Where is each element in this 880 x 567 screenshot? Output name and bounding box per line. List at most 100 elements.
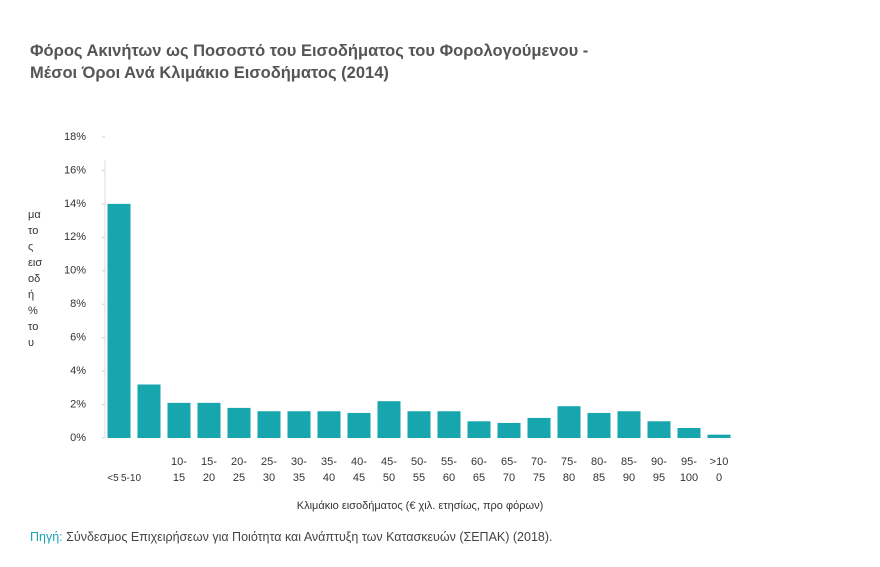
- x-axis-label: Κλιμάκιο εισοδήματος (€ χιλ. ετησίως, πρ…: [297, 500, 544, 512]
- x-tick-label-line: 90-: [651, 456, 667, 468]
- x-tick-label-line: 75: [533, 472, 545, 484]
- x-tick-label-line: 95: [653, 472, 665, 484]
- y-tick-label: 10%: [64, 265, 86, 277]
- bar: [347, 412, 371, 438]
- x-tick-label-line: 85-: [621, 456, 637, 468]
- x-tick-label-line: 25-: [261, 456, 277, 468]
- x-tick-label-line: 25: [233, 472, 245, 484]
- bar: [257, 411, 281, 438]
- bar: [317, 411, 341, 438]
- x-tick-label-line: 55: [413, 472, 425, 484]
- x-tick-label-line: 20-: [231, 456, 247, 468]
- x-tick-label-line: 100: [680, 472, 698, 484]
- x-tick-label-line: 50: [383, 472, 395, 484]
- bar: [677, 427, 701, 438]
- x-tick-label-line: 60-: [471, 456, 487, 468]
- x-tick-label: 50-55: [411, 456, 427, 484]
- x-tick-label-line: 55-: [441, 456, 457, 468]
- bar: [107, 203, 131, 438]
- y-tick-label: 0%: [70, 432, 86, 444]
- x-tick-label: 80-85: [591, 456, 607, 484]
- bar: [707, 434, 731, 438]
- x-tick-label-line: 10-: [171, 456, 187, 468]
- y-tick-label: 8%: [70, 298, 86, 310]
- bar: [407, 411, 431, 438]
- y-axis-label: %: [28, 305, 38, 317]
- y-tick-label: 2%: [70, 398, 86, 410]
- y-axis-label: εισ: [28, 257, 42, 269]
- x-tick-label-line: 0: [716, 472, 722, 484]
- x-tick-label: 95-100: [680, 456, 698, 484]
- bar: [497, 422, 521, 438]
- y-tick-label: 16%: [64, 164, 86, 176]
- x-tick-label: 60-65: [471, 456, 487, 484]
- x-tick-label-line: 75-: [561, 456, 577, 468]
- y-axis-label: ή: [28, 289, 34, 301]
- y-axis-label: ς: [28, 241, 33, 253]
- y-axis-label: το: [28, 225, 38, 237]
- x-tick-label-line: 35-: [321, 456, 337, 468]
- x-tick-label-line: 80-: [591, 456, 607, 468]
- x-tick-label-line: 95-: [681, 456, 697, 468]
- y-tick-label: 4%: [70, 365, 86, 377]
- x-tick-label-line: 70-: [531, 456, 547, 468]
- x-tick-label-line: 40: [323, 472, 335, 484]
- x-tick-label-line: 90: [623, 472, 635, 484]
- x-tick-label-line: 80: [563, 472, 575, 484]
- chart-title: Φόρος Ακινήτων ως Ποσοστό του Εισοδήματο…: [30, 42, 589, 82]
- bar: [527, 417, 551, 438]
- x-tick-label: 85-90: [621, 456, 637, 484]
- x-tick-label-line: <5: [107, 473, 119, 484]
- bar: [467, 421, 491, 438]
- bar: [227, 407, 251, 438]
- x-tick-label: 75-80: [561, 456, 577, 484]
- x-tick-label: >10 0: [710, 456, 729, 484]
- x-tick-label-line: 45: [353, 472, 365, 484]
- source-text: Σύνδεσμος Επιχειρήσεων για Ποιότητα και …: [66, 530, 553, 544]
- x-tick-label-line: 50-: [411, 456, 427, 468]
- y-tick-label: 18%: [64, 131, 86, 143]
- x-tick-label-line: 35: [293, 472, 305, 484]
- bar: [287, 411, 311, 438]
- x-tick-label-line: 65-: [501, 456, 517, 468]
- x-tick-label-line: 20: [203, 472, 215, 484]
- y-axis-label: το: [28, 321, 38, 333]
- x-tick-label: <5: [107, 473, 119, 484]
- x-tick-label: 40-45: [351, 456, 367, 484]
- x-tick-label-line: 65: [473, 472, 485, 484]
- bar: [437, 411, 461, 438]
- x-tick-label-line: 45-: [381, 456, 397, 468]
- source: Πηγή: Σύνδεσμος Επιχειρήσεων για Ποιότητ…: [30, 530, 553, 544]
- x-tick-label: 15-20: [201, 456, 217, 484]
- y-axis-label: μα: [28, 209, 41, 221]
- bar: [647, 421, 671, 438]
- x-tick-label: 30-35: [291, 456, 307, 484]
- bar: [197, 402, 221, 438]
- bar: [557, 406, 581, 438]
- x-tick-label-line: 70: [503, 472, 515, 484]
- y-axis-label: υ: [28, 337, 34, 349]
- y-tick-label: 14%: [64, 198, 86, 210]
- x-tick-label: 70-75: [531, 456, 547, 484]
- x-tick-label-line: 30-: [291, 456, 307, 468]
- x-tick-label-line: 15: [173, 472, 185, 484]
- bar: [137, 384, 161, 438]
- x-tick-label-line: 15-: [201, 456, 217, 468]
- bar: [167, 402, 191, 438]
- x-tick-label-line: 40-: [351, 456, 367, 468]
- x-tick-label: 90-95: [651, 456, 667, 484]
- bar: [377, 401, 401, 438]
- source-label: Πηγή:: [30, 530, 63, 544]
- bar: [587, 412, 611, 438]
- x-tick-label: 5-10: [121, 473, 141, 484]
- x-tick-label: 35-40: [321, 456, 337, 484]
- x-tick-label: 45-50: [381, 456, 397, 484]
- x-tick-label-line: 5-10: [121, 473, 141, 484]
- y-tick-label: 6%: [70, 332, 86, 344]
- x-tick-label: 55-60: [441, 456, 457, 484]
- x-tick-label: 20-25: [231, 456, 247, 484]
- bar: [617, 411, 641, 438]
- x-tick-label-line: 85: [593, 472, 605, 484]
